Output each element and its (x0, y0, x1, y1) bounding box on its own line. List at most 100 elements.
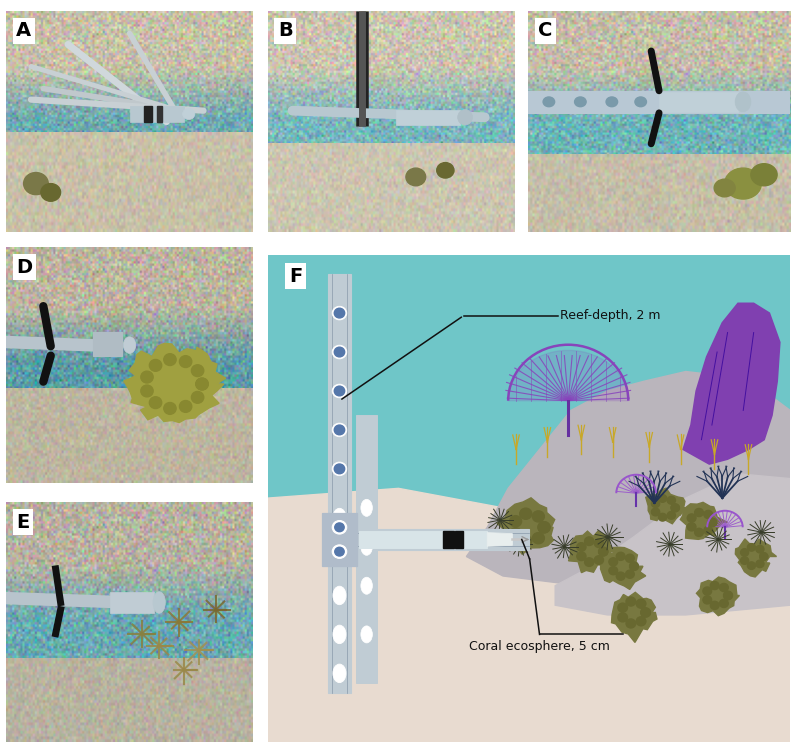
Circle shape (704, 527, 712, 535)
Circle shape (595, 539, 603, 548)
Circle shape (584, 537, 594, 545)
Circle shape (164, 402, 176, 414)
Circle shape (332, 462, 347, 476)
Circle shape (543, 97, 555, 106)
Bar (322, 513, 357, 566)
Bar (522, 91, 795, 113)
Circle shape (667, 497, 676, 504)
Ellipse shape (333, 548, 346, 565)
Ellipse shape (361, 500, 372, 516)
Circle shape (695, 509, 704, 517)
Bar (659, 92, 738, 112)
Ellipse shape (361, 577, 372, 594)
Circle shape (533, 511, 545, 522)
Circle shape (609, 558, 618, 566)
Circle shape (332, 345, 347, 359)
Circle shape (335, 523, 344, 532)
Circle shape (584, 558, 594, 566)
Circle shape (630, 562, 638, 570)
Circle shape (599, 548, 608, 556)
Circle shape (760, 553, 768, 560)
Circle shape (635, 97, 646, 106)
Circle shape (332, 423, 347, 437)
Ellipse shape (333, 509, 346, 527)
Circle shape (667, 512, 676, 519)
Circle shape (747, 544, 755, 551)
Circle shape (651, 508, 660, 516)
Bar (110, 592, 154, 613)
Bar (328, 529, 529, 551)
Ellipse shape (361, 626, 372, 643)
Circle shape (671, 504, 680, 512)
Circle shape (41, 184, 60, 201)
Circle shape (704, 510, 712, 518)
Circle shape (618, 613, 627, 622)
Circle shape (636, 616, 646, 625)
Bar (130, 106, 184, 122)
Circle shape (687, 514, 696, 522)
Ellipse shape (735, 92, 750, 112)
Polygon shape (568, 531, 615, 573)
Bar (92, 332, 122, 356)
Circle shape (741, 557, 749, 564)
Bar (157, 106, 161, 122)
Circle shape (618, 603, 627, 612)
Circle shape (710, 601, 719, 610)
Circle shape (436, 163, 454, 178)
Circle shape (334, 347, 345, 357)
Circle shape (606, 97, 618, 106)
Circle shape (710, 581, 719, 589)
Circle shape (626, 619, 636, 628)
Circle shape (760, 553, 768, 560)
Circle shape (599, 548, 608, 556)
Text: F: F (289, 267, 302, 286)
Bar (443, 531, 455, 548)
Circle shape (332, 306, 347, 320)
Ellipse shape (333, 625, 346, 643)
Circle shape (714, 179, 735, 197)
Circle shape (141, 385, 153, 397)
Circle shape (577, 543, 586, 551)
Circle shape (658, 513, 667, 521)
Bar (145, 106, 152, 122)
Bar (396, 109, 460, 125)
Circle shape (687, 523, 696, 531)
Circle shape (577, 552, 586, 560)
Circle shape (756, 560, 764, 568)
Ellipse shape (361, 539, 372, 555)
Polygon shape (508, 351, 628, 401)
Ellipse shape (333, 586, 346, 604)
Circle shape (756, 545, 764, 553)
Text: B: B (277, 21, 293, 40)
Ellipse shape (488, 534, 508, 545)
Circle shape (616, 552, 625, 560)
Circle shape (725, 168, 762, 199)
Circle shape (595, 556, 603, 564)
Ellipse shape (153, 592, 165, 613)
Circle shape (192, 392, 204, 403)
Circle shape (641, 608, 650, 617)
Circle shape (24, 172, 48, 195)
Circle shape (626, 570, 634, 578)
Circle shape (149, 360, 161, 372)
Circle shape (164, 354, 176, 366)
Circle shape (636, 599, 646, 608)
Circle shape (538, 522, 550, 533)
Circle shape (719, 599, 728, 607)
Circle shape (180, 401, 192, 413)
Circle shape (703, 595, 712, 604)
Circle shape (335, 548, 344, 556)
Circle shape (149, 397, 161, 408)
Circle shape (750, 164, 777, 186)
Circle shape (658, 494, 667, 503)
Circle shape (406, 168, 425, 186)
Circle shape (334, 464, 345, 473)
Circle shape (609, 566, 618, 574)
Circle shape (183, 109, 195, 120)
Circle shape (180, 356, 192, 368)
Bar (359, 531, 487, 548)
Bar (356, 415, 377, 683)
Polygon shape (497, 498, 555, 554)
Polygon shape (735, 539, 777, 577)
Circle shape (334, 309, 345, 318)
